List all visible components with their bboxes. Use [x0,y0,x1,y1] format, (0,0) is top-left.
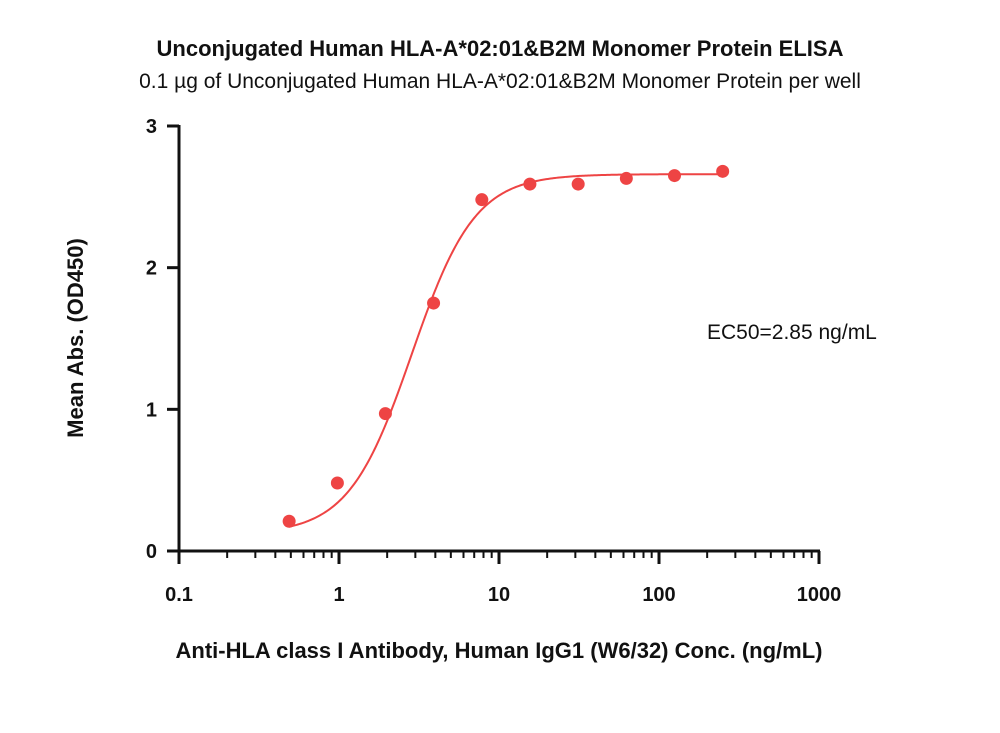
data-point [619,171,633,185]
data-point [523,177,537,191]
y-tick-label: 2 [146,258,157,280]
x-tick-label: 1000 [797,584,842,606]
fit-curve-layer [288,173,723,528]
data-point [282,514,296,528]
chart-subtitle: 0.1 µg of Unconjugated Human HLA-A*02:01… [139,70,861,93]
data-point [668,169,682,183]
x-tick-label: 100 [642,584,675,606]
data-point [716,164,730,178]
x-tick-label: 10 [488,584,510,606]
fit-curve [288,173,723,528]
data-point [571,177,585,191]
axes [167,124,821,564]
x-axis-label: Anti-HLA class I Antibody, Human IgG1 (W… [176,638,823,663]
x-tick-label: 0.1 [165,584,193,606]
y-tick-label: 0 [146,541,157,563]
tick-labels: 0 1 2 3 0.1 1 10 100 1000 [146,116,841,606]
data-point [475,193,489,207]
data-point [378,407,392,421]
y-tick-label: 1 [146,399,157,421]
y-tick-label: 3 [146,116,157,138]
data-point [427,296,441,310]
y-axis-label: Mean Abs. (OD450) [63,238,88,438]
data-points [282,164,730,528]
x-tick-label: 1 [333,584,344,606]
chart-title: Unconjugated Human HLA-A*02:01&B2M Monom… [156,36,844,61]
ec50-annotation: EC50=2.85 ng/mL [707,321,877,344]
data-point [330,476,344,490]
